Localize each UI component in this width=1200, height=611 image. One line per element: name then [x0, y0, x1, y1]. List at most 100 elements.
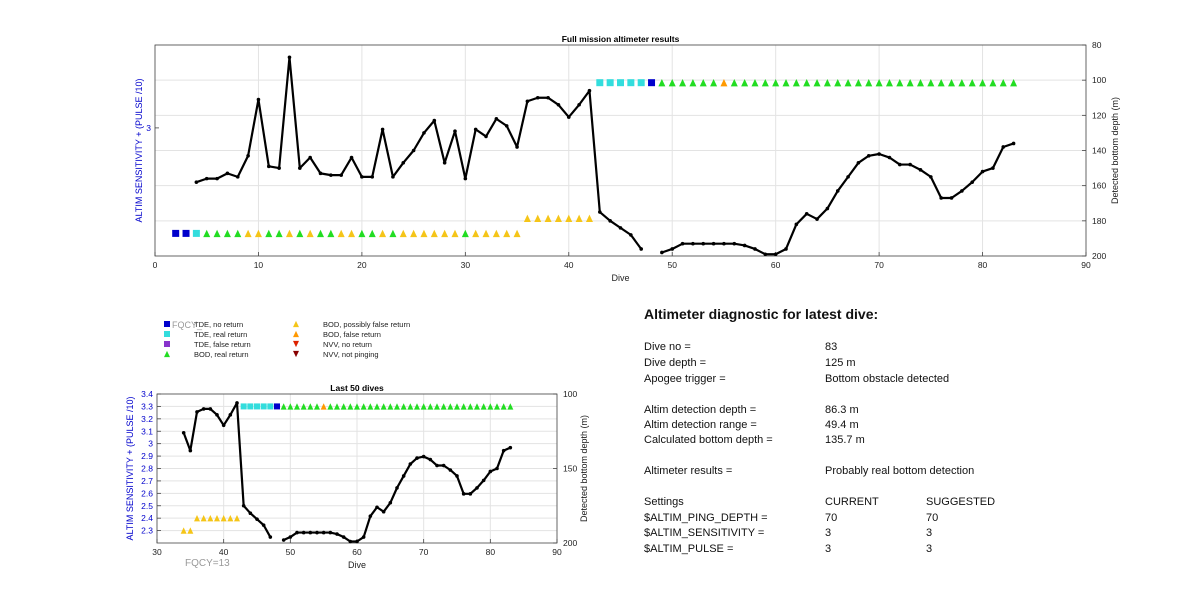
- bottom-depth-point: [225, 171, 230, 176]
- legend-square-icon: [164, 331, 170, 337]
- bottom-depth-point: [949, 196, 954, 200]
- bottom-depth-point: [321, 530, 326, 535]
- status-marker: [265, 229, 273, 238]
- bottom-depth-point: [221, 423, 226, 428]
- status-marker: [906, 79, 914, 87]
- y-right-tick-label: 100: [563, 389, 577, 399]
- status-marker: [461, 229, 469, 238]
- status-marker: [407, 403, 414, 410]
- bottom-depth-point: [722, 241, 726, 246]
- bottom-depth-point: [415, 456, 419, 460]
- status-marker: [244, 229, 252, 238]
- bottom-depth-point: [435, 463, 439, 468]
- calculated-bottom-depth-value: 135.7 m: [825, 434, 865, 446]
- status-marker: [480, 403, 487, 410]
- status-marker: [761, 79, 769, 87]
- bottom-depth-point: [246, 153, 250, 158]
- status-marker: [367, 403, 374, 410]
- x-tick-label: 90: [552, 547, 562, 557]
- bottom-depth-point: [194, 180, 199, 184]
- y-right-tick-label: 80: [1092, 40, 1102, 50]
- legend-overlay-text: FQCY_: [172, 320, 203, 330]
- status-marker: [844, 79, 852, 87]
- dive-depth-value: 125 m: [825, 357, 856, 369]
- status-marker: [467, 403, 474, 410]
- bottom-depth-point: [308, 530, 313, 535]
- y-left-tick-label: 2.4: [141, 513, 153, 523]
- bottom-depth-point: [887, 155, 892, 160]
- status-marker: [565, 214, 573, 222]
- status-marker: [699, 79, 707, 87]
- status-marker: [1010, 79, 1018, 87]
- status-marker: [380, 403, 387, 410]
- bottom-depth-point: [215, 413, 219, 417]
- legend-item-label: BOD, real return: [194, 350, 249, 359]
- y-left-tick-label: 3: [146, 123, 151, 133]
- calculated-bottom-depth-label: Calculated bottom depth =: [644, 434, 773, 446]
- bottom-depth-point: [348, 539, 353, 544]
- status-marker: [182, 229, 190, 237]
- setting-current: 3: [825, 543, 832, 555]
- status-marker: [274, 403, 280, 410]
- bottom-depth-point: [835, 189, 840, 193]
- legend-triangle-down-icon: [293, 340, 299, 348]
- bottom-depth-point: [391, 175, 395, 179]
- status-marker: [220, 515, 227, 522]
- bottom-depth-point: [298, 166, 302, 170]
- setting-name: $ALTIM_PING_DEPTH =: [644, 512, 768, 524]
- setting-name: $ALTIM_SENSITIVITY =: [644, 527, 765, 539]
- y-left-tick-label: 3: [148, 439, 153, 449]
- bottom-depth-point: [846, 175, 850, 179]
- y-right-axis-label: Detected bottom depth (m): [579, 415, 589, 522]
- status-marker: [399, 229, 407, 238]
- bottom-depth-point: [484, 134, 488, 139]
- status-marker: [194, 515, 200, 522]
- x-tick-label: 30: [152, 547, 162, 557]
- bottom-depth-point: [680, 241, 685, 246]
- bottom-depth-point: [608, 219, 612, 223]
- status-marker: [200, 515, 207, 522]
- bottom-depth-point: [960, 189, 964, 193]
- bottom-depth-point: [368, 514, 373, 518]
- bottom-depth-point: [504, 124, 509, 128]
- legend-item-label: TDE, real return: [194, 330, 247, 339]
- x-tick-label: 70: [874, 260, 884, 270]
- status-marker: [320, 403, 327, 410]
- status-marker: [441, 229, 449, 238]
- status-marker: [958, 79, 966, 87]
- bottom-depth-point: [918, 168, 923, 172]
- bottom-depth-point: [248, 511, 253, 515]
- bottom-depth-point: [763, 252, 768, 257]
- bottom-depth-point: [281, 538, 286, 542]
- x-tick-label: 80: [486, 547, 496, 557]
- legend-triangle-up-icon: [293, 320, 299, 328]
- status-marker: [454, 403, 460, 410]
- status-marker: [772, 79, 780, 87]
- status-marker: [247, 403, 254, 410]
- last-50-dives-chart: 30 40 50 60 70 80 90 100 150 200 2.3 2.4 2.5 2.6 2.7 2.…: [125, 383, 589, 570]
- status-marker: [782, 79, 790, 87]
- setting-name: $ALTIM_PULSE =: [644, 543, 734, 555]
- status-marker: [507, 403, 514, 410]
- dive-depth-label: Dive depth =: [644, 357, 707, 369]
- status-marker: [354, 403, 360, 410]
- bottom-depth-point: [287, 55, 292, 60]
- status-marker: [314, 403, 320, 410]
- bottom-depth-point: [691, 241, 695, 246]
- bottom-depth-point: [877, 152, 881, 156]
- bottom-depth-point: [546, 95, 550, 100]
- x-tick-label: 50: [667, 260, 677, 270]
- status-marker: [360, 403, 367, 410]
- status-marker: [648, 79, 656, 87]
- legend-item-label: NVV, no return: [323, 340, 372, 349]
- bottom-depth-point: [401, 161, 406, 165]
- bottom-depth-point: [235, 175, 240, 179]
- bottom-depth-point: [256, 97, 261, 102]
- bottom-depth-point: [295, 530, 299, 535]
- status-marker: [503, 229, 511, 238]
- status-marker: [513, 229, 521, 238]
- status-marker: [207, 515, 214, 522]
- setting-suggested: 70: [926, 512, 939, 524]
